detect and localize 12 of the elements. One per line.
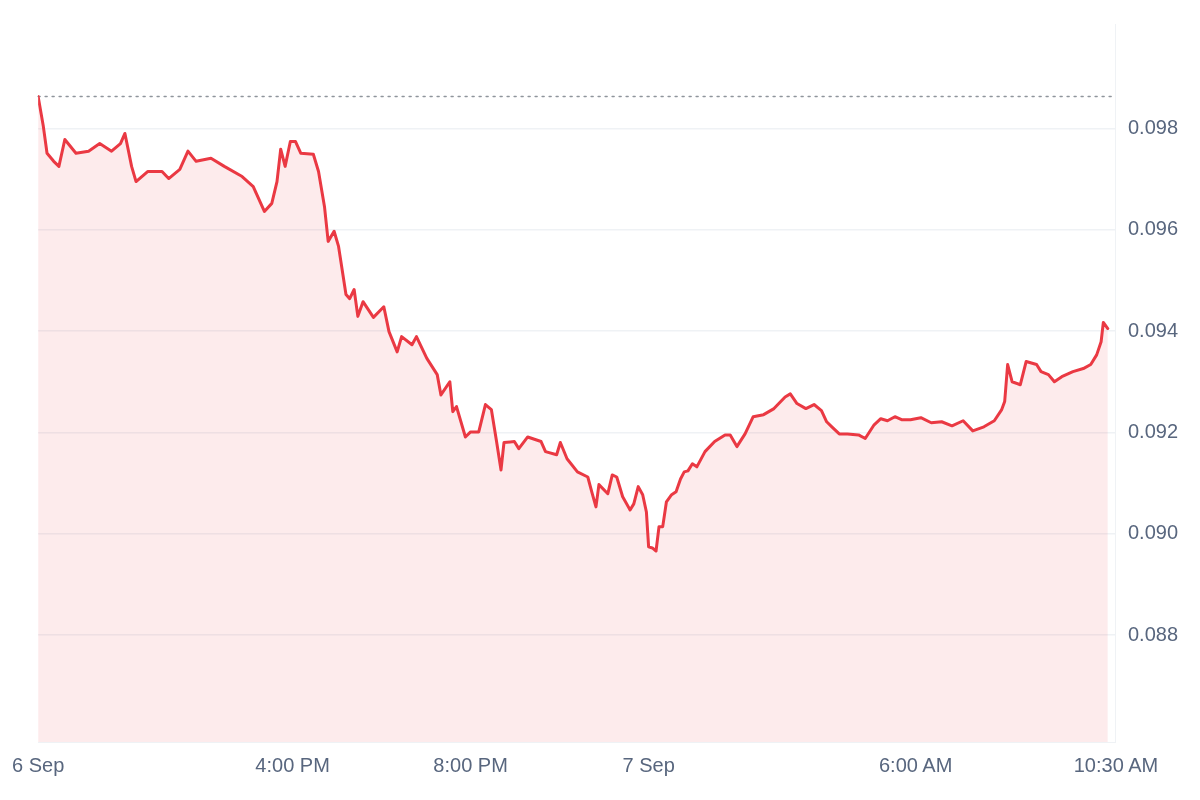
x-tick-label: 6 Sep bbox=[12, 753, 65, 776]
y-tick-label: 0.094 bbox=[1127, 318, 1179, 341]
x-tick-label: 4:00 PM bbox=[255, 753, 330, 776]
y-tick-label: 0.096 bbox=[1127, 217, 1179, 240]
x-tick-label: 10:30 AM bbox=[1073, 753, 1159, 776]
x-tick-label: 6:00 AM bbox=[878, 753, 953, 776]
y-tick-label: 0.098 bbox=[1127, 115, 1179, 138]
x-tick-label: 7 Sep bbox=[622, 753, 675, 776]
y-tick-label: 0.090 bbox=[1127, 521, 1179, 544]
x-tick-label: 8:00 PM bbox=[433, 753, 508, 776]
y-tick-label: 0.092 bbox=[1127, 419, 1179, 442]
y-tick-label: 0.088 bbox=[1127, 622, 1179, 645]
